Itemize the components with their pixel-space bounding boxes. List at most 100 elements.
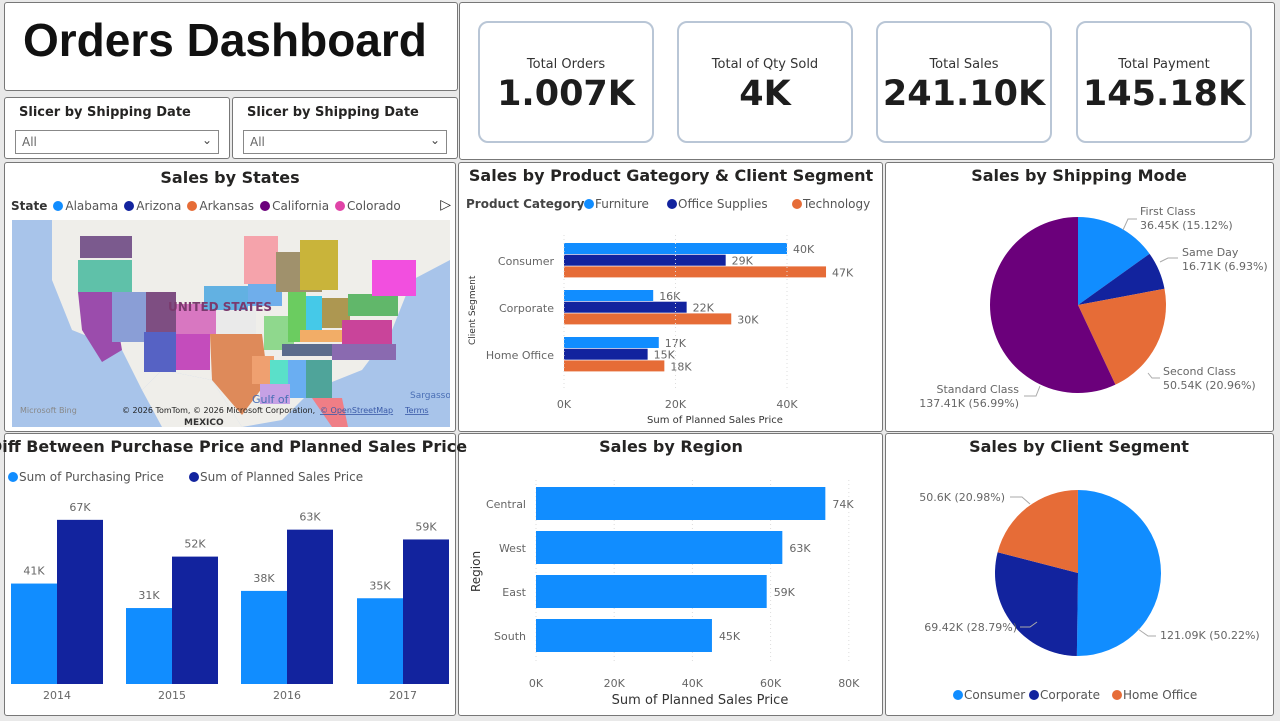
bar[interactable]	[403, 539, 449, 684]
legend-title: Product Category	[466, 197, 585, 211]
y-axis-title: Region	[469, 551, 483, 592]
pie-slice[interactable]	[990, 217, 1116, 394]
data-label: 121.09K (50.22%)	[1160, 629, 1260, 642]
pie-slice[interactable]	[1078, 253, 1165, 305]
chart-title: Sales by Product Gategory & Client Segme…	[469, 166, 874, 185]
data-label: 31K	[138, 589, 160, 602]
legend-dot	[584, 199, 594, 209]
data-label: 67K	[69, 501, 91, 514]
slicer-value: All	[22, 135, 37, 149]
bar[interactable]	[287, 529, 333, 684]
bar[interactable]	[241, 590, 287, 684]
bar[interactable]	[57, 519, 103, 684]
legend-item[interactable]: Alabama	[65, 199, 119, 213]
page-title: Orders Dashboard	[23, 14, 427, 66]
x-axis-title: Sum of Planned Sales Price	[612, 693, 789, 708]
bar[interactable]	[357, 598, 403, 684]
legend-item[interactable]: California	[272, 199, 330, 213]
data-label: 74K	[832, 498, 854, 511]
pie-slice[interactable]	[1078, 288, 1166, 385]
x-tick: 20K	[604, 677, 626, 690]
gulf-label: Gulf of	[252, 393, 290, 406]
bar[interactable]	[564, 290, 654, 301]
legend-dot	[187, 201, 198, 211]
legend-dot	[1029, 690, 1039, 700]
play-triangle-icon[interactable]: ▷	[440, 197, 451, 213]
bar[interactable]	[564, 301, 687, 313]
legend-item: Home Office	[1123, 688, 1197, 702]
kpi-label: Total Orders	[526, 57, 606, 72]
kpi-total-payment: Total Payment 145.18K	[1076, 21, 1252, 143]
bar[interactable]	[564, 360, 665, 372]
osm-link[interactable]: © OpenStreetMap	[320, 406, 393, 415]
x-tick: 40K	[682, 677, 704, 690]
x-tick: 2014	[43, 689, 71, 702]
slicer-dropdown[interactable]: All ⌄	[15, 130, 219, 154]
slicer-dropdown[interactable]: All ⌄	[243, 130, 447, 154]
chart-title: Sales by Shipping Mode	[971, 166, 1187, 185]
bar[interactable]	[564, 243, 787, 254]
legend-dot	[53, 201, 64, 211]
kpi-label: Total Sales	[929, 57, 999, 72]
legend-item[interactable]: Colorado	[347, 199, 401, 213]
data-label: Standard Class	[937, 383, 1020, 396]
legend-item[interactable]: Arkansas	[199, 199, 255, 213]
data-label: 63K	[789, 542, 811, 555]
terms-link[interactable]: Terms	[404, 406, 429, 415]
category-label: East	[502, 586, 526, 599]
bar[interactable]	[564, 254, 726, 266]
sea-label: Sargasso	[410, 391, 450, 401]
legend-dot	[1112, 690, 1122, 700]
chevron-down-icon: ⌄	[201, 133, 212, 147]
data-label: 59K	[774, 586, 796, 599]
country-label: UNITED STATES	[168, 300, 272, 314]
bar[interactable]	[564, 337, 659, 348]
pie-slice[interactable]	[1076, 490, 1161, 656]
category-label: Central	[486, 498, 526, 511]
bar[interactable]	[536, 575, 767, 608]
bar[interactable]	[564, 313, 732, 325]
pie-slice[interactable]	[1078, 217, 1150, 305]
bar[interactable]	[172, 556, 218, 684]
x-axis-title: Sum of Planned Sales Price	[647, 415, 783, 426]
bar[interactable]	[536, 487, 826, 520]
data-label: 36.45K (15.12%)	[1140, 219, 1233, 232]
data-label: Second Class	[1163, 365, 1236, 378]
data-label: 22K	[693, 302, 715, 315]
bar[interactable]	[564, 348, 648, 360]
data-label: 29K	[732, 255, 754, 268]
bar[interactable]	[126, 608, 172, 684]
category-label: Consumer	[498, 255, 555, 268]
map[interactable]: UNITED STATES Gulf of Sargasso Microsoft…	[12, 220, 450, 427]
leader-line	[1147, 372, 1160, 379]
bar[interactable]	[536, 619, 712, 652]
slicer-value: All	[250, 135, 265, 149]
legend-dot	[8, 472, 18, 482]
legend-dot	[260, 201, 271, 211]
legend-item: Corporate	[1040, 688, 1100, 702]
legend-dot	[335, 201, 346, 211]
data-label: 63K	[299, 511, 321, 524]
category-label: Corporate	[499, 302, 554, 315]
bar[interactable]	[11, 583, 57, 684]
legend-dot	[189, 472, 199, 482]
pie-slice[interactable]	[997, 490, 1078, 573]
kpi-panel: Total Orders 1.007K Total of Qty Sold 4K T…	[459, 2, 1275, 160]
legend-item: Consumer	[964, 688, 1025, 702]
map-attribution: © 2026 TomTom, © 2026 Microsoft Corporat…	[122, 406, 315, 415]
bar[interactable]	[564, 266, 827, 278]
data-label: First Class	[1140, 205, 1196, 218]
legend-item[interactable]: Arizona	[136, 199, 182, 213]
data-label: 38K	[253, 572, 275, 585]
x-tick: 20K	[665, 398, 687, 411]
legend-dot	[953, 690, 963, 700]
pie-slice[interactable]	[995, 552, 1078, 656]
bar[interactable]	[536, 531, 783, 564]
leader-line	[1122, 218, 1137, 231]
x-tick: 2017	[389, 689, 417, 702]
kpi-total-sales: Total Sales 241.10K	[876, 21, 1052, 143]
slicer-label: Slicer by Shipping Date	[19, 105, 191, 120]
legend-title: State	[11, 199, 48, 213]
leader-line	[1159, 257, 1178, 263]
legend-dot	[124, 201, 135, 211]
